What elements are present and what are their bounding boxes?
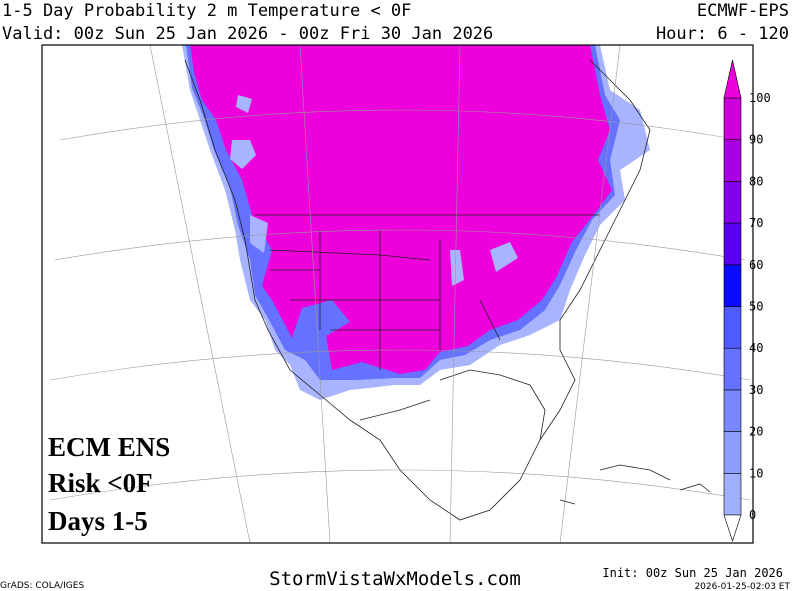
colorbar-label: 70 xyxy=(749,216,763,230)
coastline xyxy=(184,59,651,521)
colorbar-segment xyxy=(723,97,742,141)
colorbar-label: 20 xyxy=(749,425,763,439)
colorbar-segment xyxy=(723,472,742,516)
credit: GrADS: COLA/IGES xyxy=(0,581,84,591)
colorbar-label: 100 xyxy=(749,91,771,105)
colorbar-label: 40 xyxy=(749,341,763,355)
hour-range: Hour: 6 - 120 xyxy=(656,24,789,44)
high-probability-area xyxy=(190,45,612,374)
overlay-line: ECM ENS xyxy=(48,432,170,462)
colorbar-segment xyxy=(723,389,742,432)
colorbar-label: 10 xyxy=(749,466,763,480)
colorbar-label: 60 xyxy=(749,258,763,272)
colorbar-label: 50 xyxy=(749,300,763,314)
colorbar-segment xyxy=(723,139,742,182)
overlay-line: Risk <0F xyxy=(48,468,153,498)
init-time: Init: 00z Sun 25 Jan 2026 xyxy=(602,566,783,580)
map-frame xyxy=(41,44,754,544)
colorbar-label: 0 xyxy=(749,508,756,522)
valid-time: Valid: 00z Sun 25 Jan 2026 - 00z Fri 30 … xyxy=(2,24,493,44)
colorbar-segment xyxy=(723,222,742,266)
title: 1-5 Day Probability 2 m Temperature < 0F xyxy=(2,1,411,21)
website: StormVistaWxModels.com xyxy=(269,568,521,590)
colorbar-label: 90 xyxy=(749,133,763,147)
map xyxy=(42,45,753,543)
colorbar-label: 80 xyxy=(749,174,763,188)
colorbar-segment xyxy=(723,347,742,391)
colorbar-segment xyxy=(723,431,742,474)
colorbar-over xyxy=(723,59,742,99)
colorbar-segment xyxy=(723,181,742,224)
colorbar-segment xyxy=(723,264,742,307)
colorbar-under xyxy=(723,514,742,542)
colorbar-segment xyxy=(723,306,742,349)
colorbar: 0 10 20 30 40 50 60 70 80 90 100 xyxy=(723,59,771,542)
colorbar-label: 30 xyxy=(749,383,763,397)
overlay-line: Days 1-5 xyxy=(48,506,148,536)
model: ECMWF-EPS xyxy=(697,1,789,21)
timestamp: 2026-01-25-02:03 ET xyxy=(694,582,790,591)
